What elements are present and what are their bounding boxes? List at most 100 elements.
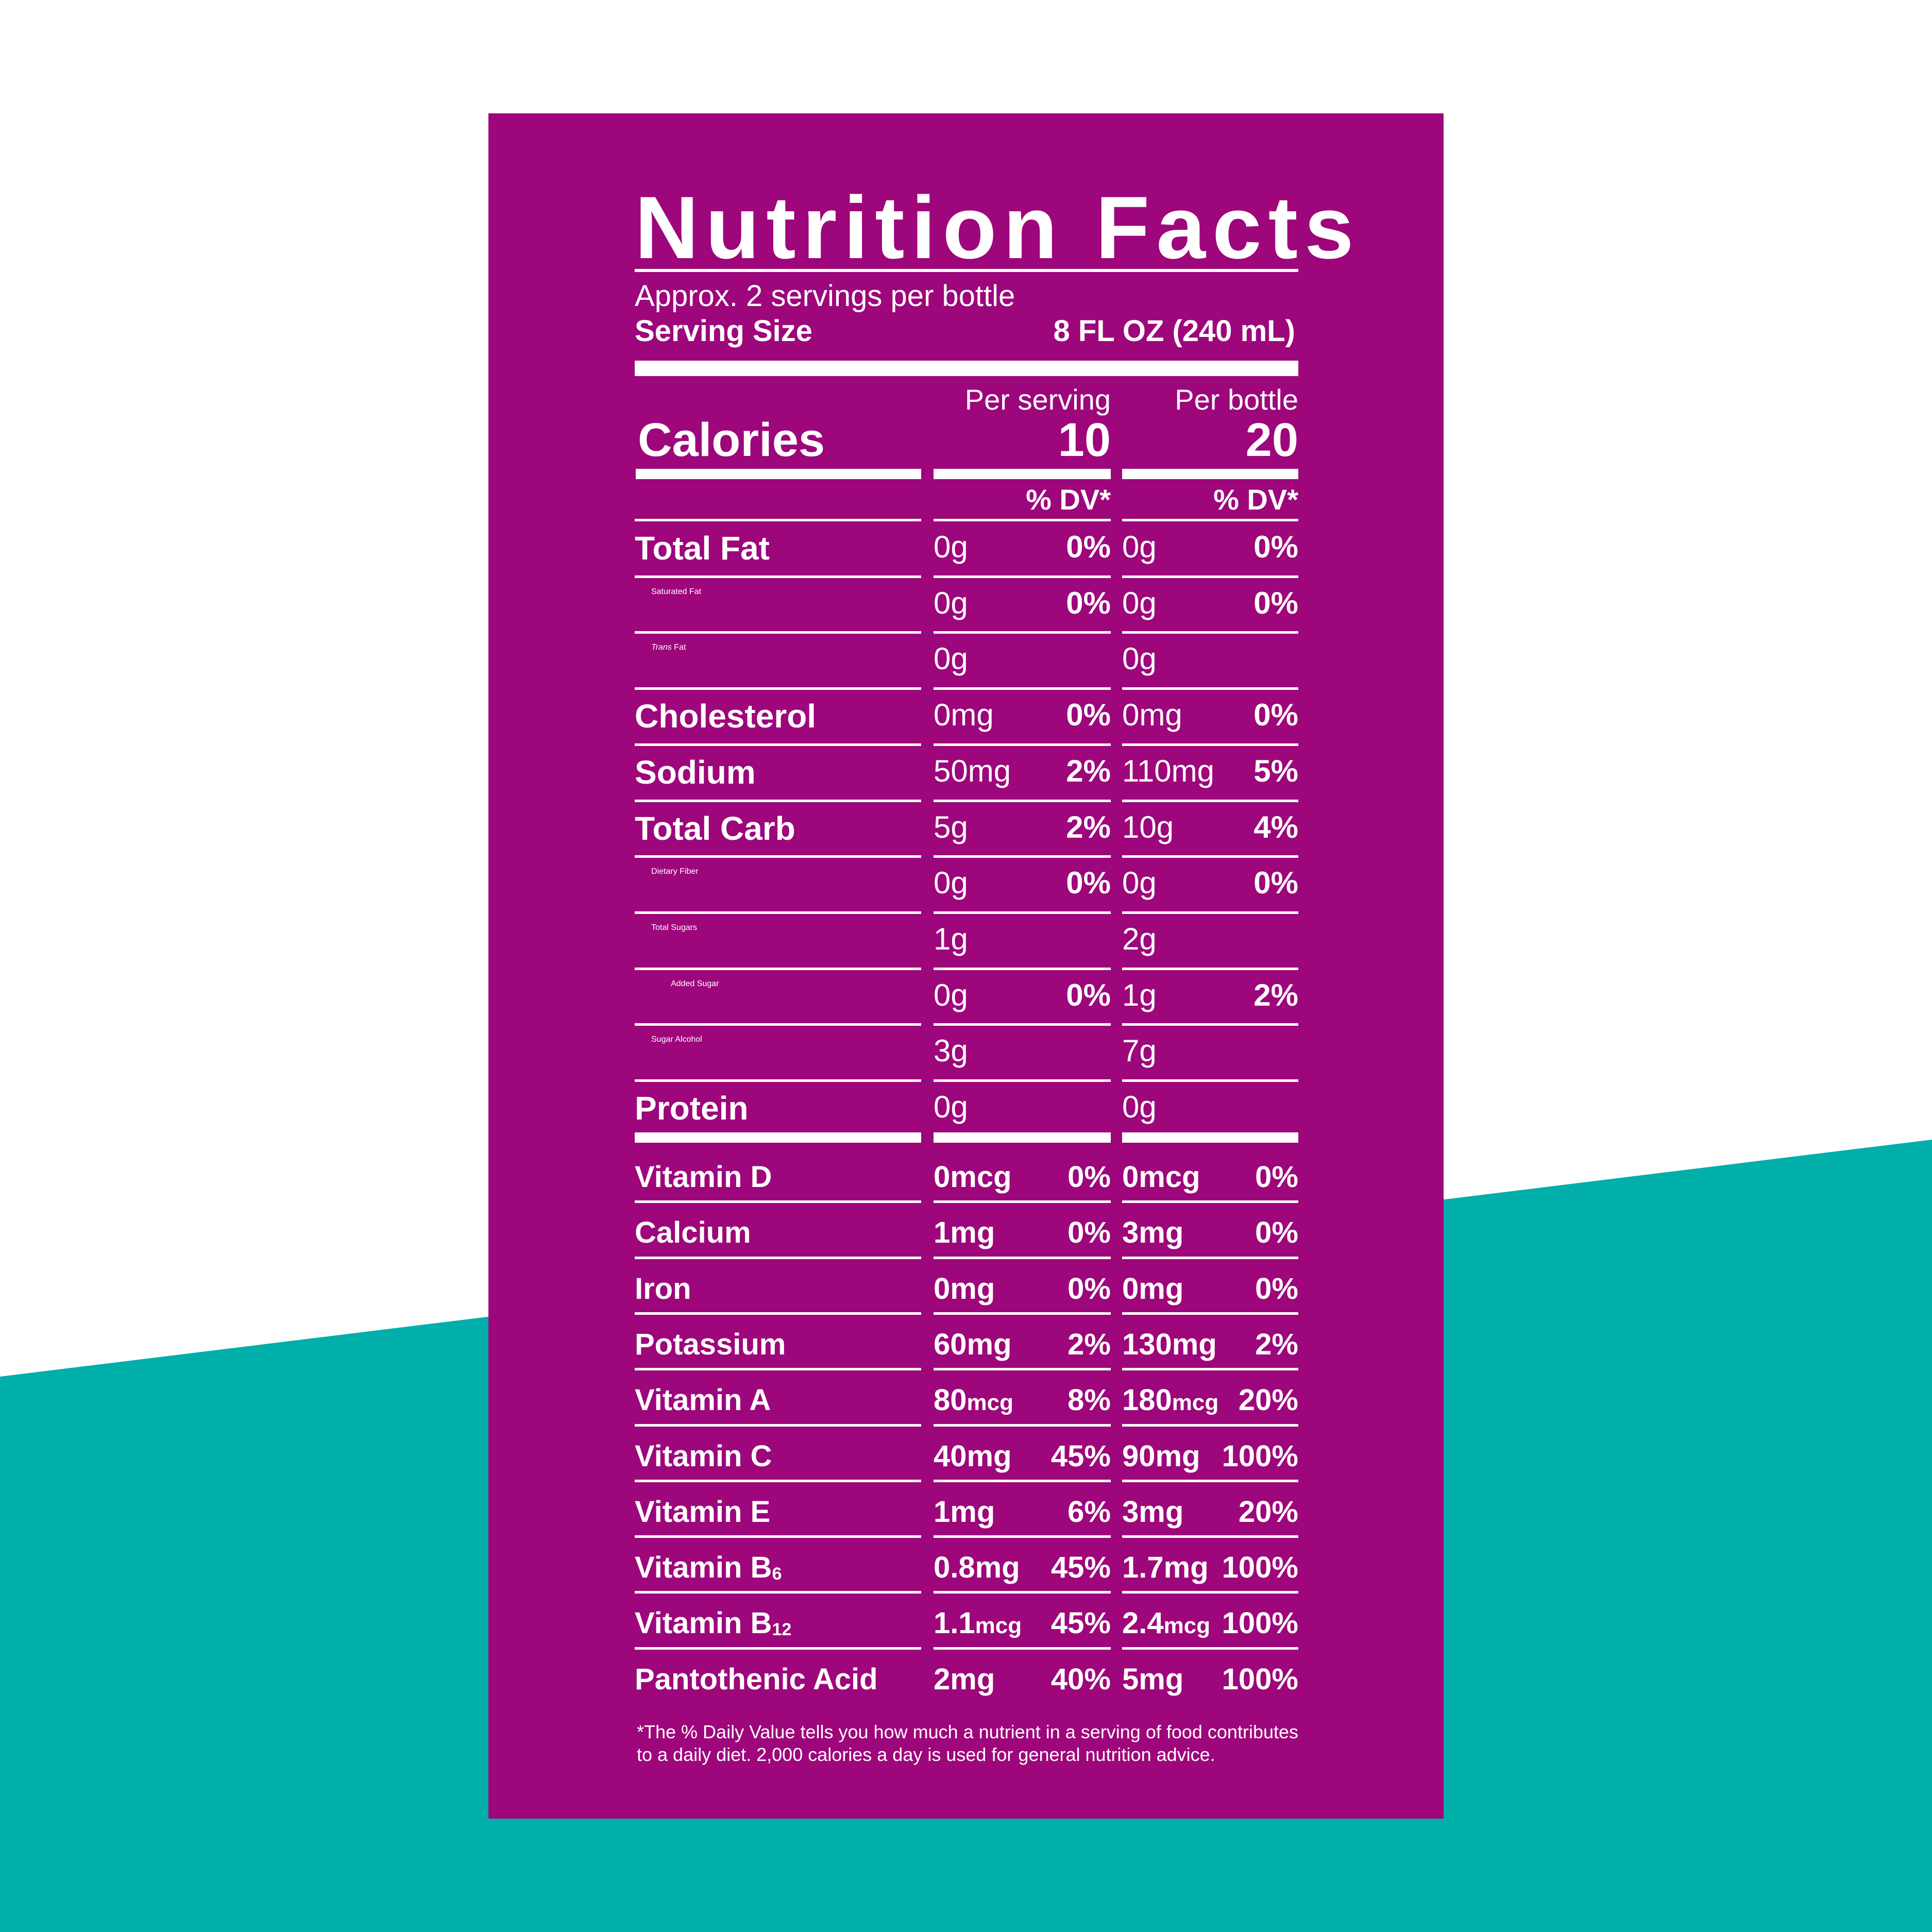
vitamin-row-bottle-amount: 0mcg: [1122, 1160, 1200, 1194]
nutrient-row-rule: [635, 855, 921, 858]
vitamin-row-serving-amount: 0.8mg: [934, 1551, 1020, 1585]
nutrient-row-label: Added Sugar: [671, 979, 719, 988]
title-rule: [635, 269, 1298, 272]
nutrient-row-rule: [934, 967, 1111, 970]
nutrient-row-rule: [1122, 911, 1298, 914]
nutrient-row-rule: [1122, 855, 1298, 858]
vitamin-row-rule: [934, 1368, 1111, 1371]
nutrient-row-bottle-amount: 110mg: [1122, 753, 1215, 788]
vitamin-row-bottle-amount-unit: mcg: [1163, 1613, 1211, 1639]
vitamin-row-serving-amount: 60mg: [934, 1327, 1012, 1361]
nutrient-row-rule: [1122, 631, 1298, 634]
vitamin-row-label: Iron: [635, 1272, 691, 1306]
nutrient-row-rule: [1122, 687, 1298, 690]
dv-rule-mid: [934, 519, 1111, 521]
nutrient-row-bottle-amount: 0g: [1122, 530, 1157, 564]
nutrient-row-bottle-amount: 0g: [1122, 641, 1157, 676]
nutrient-row-serving-dv: 0%: [1066, 866, 1111, 901]
nutrient-row-label: Sodium: [635, 753, 756, 791]
vitamin-row-serving-amount: 2mg: [934, 1662, 995, 1696]
vitamin-row-bottle-amount: 1.7mg: [1122, 1551, 1209, 1585]
vitamin-row-serving-amount: 0mcg: [934, 1160, 1012, 1194]
vitamin-row-rule: [635, 1256, 921, 1259]
vitamin-row-rule: [934, 1200, 1111, 1204]
vitamin-row-bottle-amount: 180mcg: [1122, 1383, 1219, 1417]
vitamin-row-rule: [1122, 1200, 1298, 1204]
nutrient-row-rule: [635, 1079, 921, 1082]
vitamin-row-serving-amount-unit: mcg: [975, 1613, 1022, 1639]
vitamin-row-bottle-dv: 100%: [1222, 1606, 1298, 1640]
vitamin-row-bottle-amount: 5mg: [1122, 1662, 1184, 1696]
nutrient-row-bottle-dv: 2%: [1253, 977, 1298, 1012]
vitamin-row-rule: [934, 1591, 1111, 1594]
nutrient-row-rule: [1122, 1023, 1298, 1026]
nutrient-row-serving-amount: 0g: [934, 585, 968, 620]
nutrient-row-rule: [635, 911, 921, 914]
nutrient-row-rule: [635, 743, 921, 746]
nutrient-row-label: Sugar Alcohol: [651, 1035, 702, 1044]
thick-rule: [635, 361, 1298, 376]
nutrient-row-rule: [635, 687, 921, 690]
dv-rule-left: [635, 519, 921, 521]
nutrient-row-label: Protein: [635, 1090, 749, 1127]
nutrient-row-bottle-amount: 0g: [1122, 866, 1157, 901]
vitamin-row-bottle-amount: 2.4mcg: [1122, 1606, 1211, 1640]
vitamin-row-rule: [934, 1256, 1111, 1259]
vitamin-row-rule: [1122, 1256, 1298, 1259]
daily-value-footnote: *The % Daily Value tells you how much a …: [637, 1721, 1299, 1765]
nutrient-row-serving-dv: 0%: [1066, 977, 1111, 1012]
nutrient-row-bottle-dv: 0%: [1253, 585, 1298, 620]
vitamin-row-label: Vitamin A: [635, 1383, 771, 1417]
vitamin-row-bottle-dv: 2%: [1255, 1327, 1298, 1361]
vitamin-row-bottle-amount: 3mg: [1122, 1495, 1184, 1529]
vitamin-row-rule: [1122, 1423, 1298, 1427]
vitamin-row-label: Pantothenic Acid: [635, 1662, 878, 1696]
nutrient-row-rule: [934, 575, 1111, 578]
vitamin-row-rule: [635, 1647, 921, 1650]
per-serving-header: Per serving: [964, 383, 1111, 416]
nutrient-row-serving-amount: 50mg: [934, 753, 1011, 788]
vitamin-row-rule: [934, 1479, 1111, 1482]
nutrient-row-label: Saturated Fat: [651, 587, 701, 596]
vitamin-row-serving-amount: 40mg: [934, 1439, 1012, 1473]
servings-per-container: Approx. 2 servings per bottle: [635, 279, 1015, 313]
nutrient-row-label: Cholesterol: [635, 698, 817, 735]
vitamin-row-rule: [1122, 1479, 1298, 1482]
nutrient-row-bottle-amount: 0g: [1122, 585, 1157, 620]
nutrient-row-rule: [934, 1079, 1111, 1082]
calories-label: Calories: [638, 414, 825, 466]
vitamin-row-bottle-amount: 90mg: [1122, 1439, 1200, 1473]
vitamin-row-bottle-dv: 100%: [1222, 1551, 1298, 1585]
vitamin-row-serving-dv: 45%: [1050, 1439, 1111, 1473]
nutrient-row-rule: [1122, 575, 1298, 578]
vitamin-row-label: Vitamin E: [635, 1495, 771, 1529]
vitamin-row-bottle-dv: 100%: [1222, 1439, 1298, 1473]
nutrient-row-rule: [934, 631, 1111, 634]
vitamin-row-serving-dv: 0%: [1067, 1216, 1111, 1250]
vitamin-row-serving-dv: 0%: [1067, 1160, 1111, 1194]
vitamin-rule-left: [635, 1132, 921, 1143]
nutrient-row-rule: [1122, 743, 1298, 746]
vitamin-row-bottle-dv: 0%: [1255, 1272, 1298, 1306]
nutrient-row-serving-dv: 2%: [1066, 809, 1111, 844]
dv-header-bottle: % DV*: [1213, 483, 1298, 516]
nutrient-row-serving-amount: 1g: [934, 921, 968, 956]
nutrient-row-rule: [635, 1023, 921, 1026]
nutrient-row-bottle-amount: 0mg: [1122, 698, 1182, 733]
nutrient-row-bottle-amount: 2g: [1122, 921, 1157, 956]
nutrient-row-label: Trans Fat: [651, 643, 686, 652]
nutrient-row-serving-dv: 0%: [1066, 585, 1111, 620]
nutrient-row-rule: [934, 743, 1111, 746]
vitamin-row-rule: [635, 1312, 921, 1315]
vitamin-row-serving-amount: 0mg: [934, 1272, 995, 1306]
vitamin-row-serving-amount: 1mg: [934, 1216, 995, 1250]
vitamin-row-rule: [635, 1479, 921, 1482]
vitamin-row-serving-dv: 40%: [1050, 1662, 1111, 1696]
vitamin-rule-mid: [934, 1132, 1111, 1143]
vitamin-row-serving-dv: 45%: [1050, 1606, 1111, 1640]
calories-rule-right: [1122, 469, 1298, 479]
vitamin-row-rule: [1122, 1647, 1298, 1650]
nutrition-facts-title: Nutrition Facts: [635, 178, 1361, 277]
vitamin-row-label: Calcium: [635, 1216, 751, 1250]
vitamin-row-serving-amount: 80mcg: [934, 1383, 1013, 1417]
